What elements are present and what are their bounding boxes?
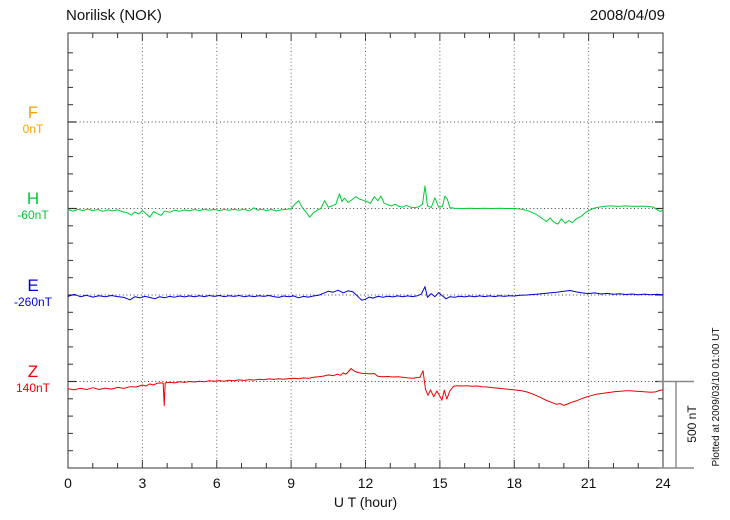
x-tick-label: 3	[138, 475, 147, 491]
x-tick-label: 0	[64, 475, 72, 491]
channel-letter-e: E	[27, 276, 39, 295]
x-tick-label: 9	[287, 475, 296, 491]
x-tick-label: 15	[432, 475, 448, 491]
channel-letter-z: Z	[27, 362, 39, 381]
channel-baseline-h: -60nT	[17, 208, 49, 222]
channel-baseline-z: 140nT	[15, 381, 51, 395]
plot-date: 2008/04/09	[589, 7, 665, 24]
x-tick-label: 24	[655, 475, 671, 491]
channel-letter-h: H	[26, 189, 40, 208]
channel-label-h: H -60nT	[4, 190, 62, 221]
plotted-at-note: Plotted at 2009/03/10 01:00 UT	[711, 327, 722, 467]
channel-baseline-f: 0nT	[22, 122, 44, 136]
x-axis-label: U T (hour)	[333, 494, 398, 510]
channel-label-f: F 0nT	[4, 104, 62, 135]
trace-h	[67, 185, 664, 225]
x-tick-label: 6	[212, 475, 221, 491]
channel-label-z: Z 140nT	[4, 363, 62, 394]
channel-label-e: E -260nT	[4, 277, 62, 308]
trace-e	[67, 286, 664, 301]
channel-baseline-e: -260nT	[13, 295, 53, 309]
channel-letter-f: F	[27, 103, 39, 122]
trace-z	[67, 368, 664, 407]
x-tick-label: 21	[580, 475, 597, 491]
station-title: Norilisk (NOK)	[66, 7, 162, 24]
x-tick-label: 18	[506, 475, 523, 491]
x-tick-label: 12	[357, 475, 374, 491]
scale-bar-label: 500 nT	[685, 405, 699, 443]
